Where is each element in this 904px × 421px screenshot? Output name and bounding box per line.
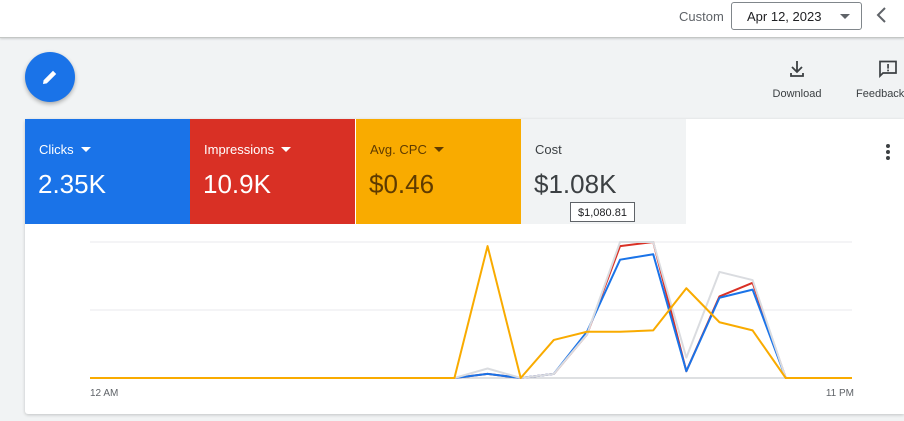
caret-down-icon: [840, 14, 850, 19]
metric-avg-cpc-value: $0.46: [369, 169, 435, 199]
metric-impressions-label: Impressions: [204, 142, 275, 157]
metric-clicks-label-wrap: Clicks: [39, 142, 91, 157]
feedback-button[interactable]: Feedback: [856, 60, 904, 100]
download-label: Download: [772, 88, 822, 100]
metric-impressions-label-wrap: Impressions: [204, 142, 292, 157]
metric-cost-label: Cost: [535, 142, 562, 157]
date-value: Apr 12, 2023: [747, 9, 822, 24]
download-icon: [790, 61, 804, 77]
caret-down-icon: [80, 147, 91, 153]
caret-down-icon: [433, 147, 444, 153]
date-range-label: Custom: [679, 9, 724, 24]
metric-avg-cpc[interactable]: Avg. CPC $0.46: [356, 119, 521, 224]
date-select[interactable]: Apr 12, 2023: [731, 2, 862, 30]
metric-clicks[interactable]: Clicks 2.35K: [25, 119, 190, 224]
feedback-icon: [879, 60, 897, 79]
pencil-icon: [43, 70, 57, 84]
performance-chart: 12 AM 11 PM: [90, 241, 854, 399]
feedback-label: Feedback: [856, 88, 904, 100]
caret-down-icon: [281, 147, 292, 153]
cost-tooltip: $1,080.81: [570, 202, 635, 222]
chart-lines: [90, 241, 852, 379]
metric-clicks-value: 2.35K: [38, 169, 106, 199]
top-bar: Custom Apr 12, 2023: [0, 0, 904, 38]
download-button[interactable]: Download: [768, 60, 826, 100]
metric-avg-cpc-label-wrap: Avg. CPC: [370, 142, 444, 157]
series-line-3: [90, 245, 852, 379]
x-tick-label: 12 AM: [90, 388, 118, 399]
chart-ticks: 12 AM 11 PM: [90, 388, 854, 399]
metric-clicks-label: Clicks: [39, 142, 74, 157]
edit-button[interactable]: [25, 52, 75, 102]
metric-impressions[interactable]: Impressions 10.9K: [190, 119, 355, 224]
metric-impressions-value: 10.9K: [203, 169, 271, 199]
metric-avg-cpc-label: Avg. CPC: [370, 142, 427, 157]
chevron-left-icon[interactable]: [872, 4, 892, 26]
x-tick-label: 11 PM: [826, 388, 854, 399]
more-options-icon[interactable]: [885, 143, 891, 161]
metric-cost-value: $1.08K: [534, 169, 617, 199]
performance-card: Clicks 2.35K Impressions 10.9K Avg. CPC …: [25, 119, 904, 414]
